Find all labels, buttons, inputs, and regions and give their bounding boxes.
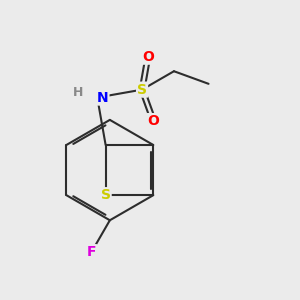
Text: S: S xyxy=(100,188,111,202)
Text: H: H xyxy=(73,86,84,99)
Text: O: O xyxy=(142,50,154,64)
Text: O: O xyxy=(148,114,160,128)
Text: S: S xyxy=(137,82,147,97)
Text: F: F xyxy=(87,245,96,259)
Text: N: N xyxy=(97,91,108,104)
